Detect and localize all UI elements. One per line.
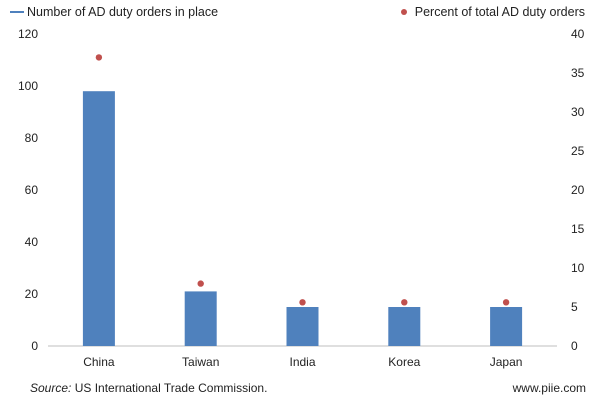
x-tick-label: China (83, 355, 115, 369)
x-tick-label: Japan (490, 355, 523, 369)
legend-dots: Percent of total AD duty orders (400, 5, 585, 19)
y-left-tick-label: 60 (25, 183, 39, 197)
legend-dot-label: Percent of total AD duty orders (414, 5, 585, 19)
bar (490, 307, 523, 346)
site-url: www.piie.com (512, 381, 586, 395)
source-label: Source: (30, 381, 72, 395)
y-right-tick-label: 20 (571, 183, 585, 197)
y-right-tick-label: 0 (571, 339, 578, 353)
bar (82, 91, 115, 346)
bar (388, 307, 421, 346)
y-left-tick-label: 120 (18, 27, 38, 41)
chart-plot: 0 20 40 60 80 100 120 0 5 10 15 20 25 30 35 40 China Taiw… (18, 27, 585, 369)
y-left-tick-label: 80 (25, 131, 39, 145)
bar (184, 291, 217, 346)
legend-bars: Number of AD duty orders in place (10, 5, 218, 19)
y-right-tick-label: 10 (571, 261, 585, 275)
source-text: US International Trade Commission. (71, 381, 268, 395)
bar (286, 307, 319, 346)
y-right-tick-label: 35 (571, 66, 585, 80)
y-left-tick-label: 20 (25, 287, 39, 301)
y-left-tick-label: 100 (18, 79, 38, 93)
y-left-tick-label: 40 (25, 235, 39, 249)
y-right-tick-label: 25 (571, 144, 585, 158)
x-tick-label: Taiwan (182, 355, 219, 369)
y-left-tick-label: 0 (31, 339, 38, 353)
legend-dot-marker (400, 9, 407, 15)
legend-bar-swatch (10, 11, 24, 13)
y-right-tick-label: 5 (571, 300, 578, 314)
y-right-tick-label: 40 (571, 27, 585, 41)
percent-point (197, 280, 204, 287)
source-note: Source: US International Trade Commissio… (30, 381, 267, 395)
legend-bar-label: Number of AD duty orders in place (27, 5, 219, 19)
y-right-tick-label: 30 (571, 105, 585, 119)
x-tick-label: India (289, 355, 315, 369)
percent-point (299, 299, 306, 306)
y-right-tick-label: 15 (571, 222, 585, 236)
percent-point (401, 299, 408, 306)
x-tick-label: Korea (388, 355, 420, 369)
percent-point (95, 54, 103, 61)
percent-point (502, 299, 510, 306)
